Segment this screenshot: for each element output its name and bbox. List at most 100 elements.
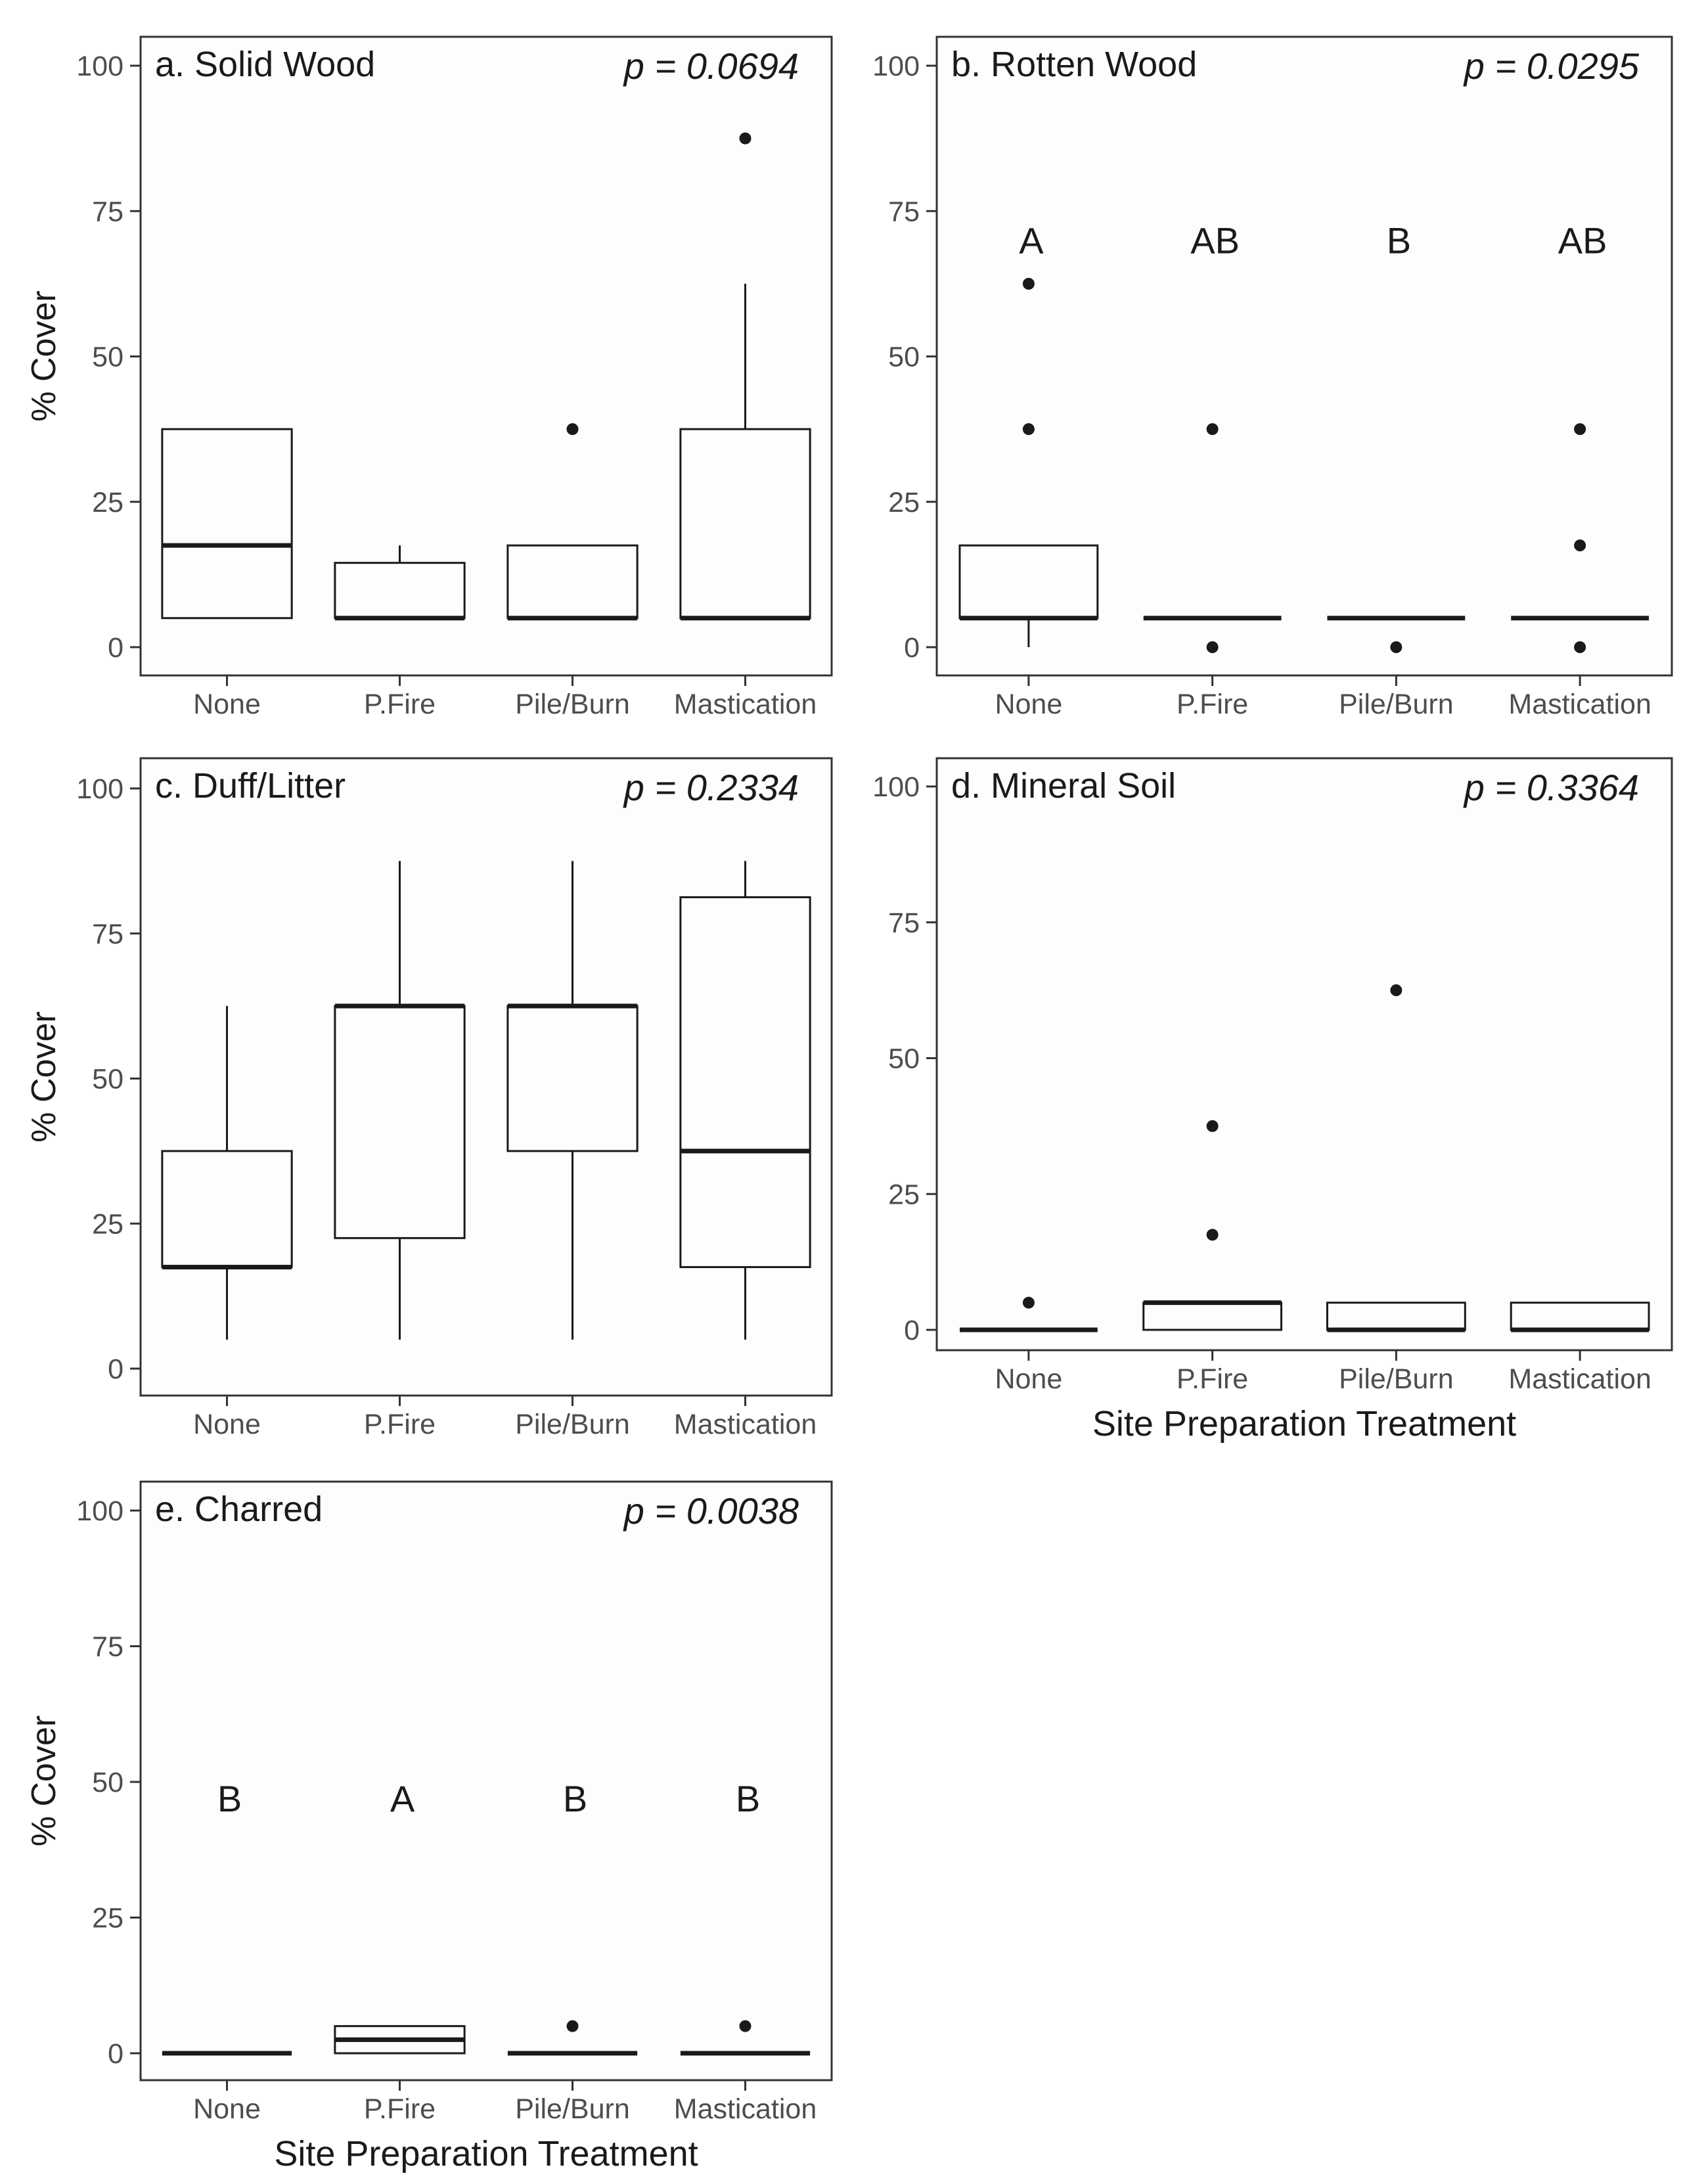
y-tick-label: 50 (92, 1064, 123, 1095)
p-value: p = 0.0694 (623, 45, 799, 87)
y-tick-label: 75 (888, 907, 920, 939)
group-letter: B (736, 1778, 760, 1819)
panel-title: b. Rotten Wood (951, 45, 1197, 84)
box-none (161, 1006, 293, 1340)
y-tick-label: 75 (92, 1631, 123, 1663)
x-tick-label: Pile/Burn (1339, 1363, 1453, 1395)
x-tick-label: P.Fire (1177, 1363, 1248, 1395)
p-value: p = 0.0295 (1463, 45, 1640, 87)
outlier-point (1206, 423, 1219, 436)
panel-border (935, 35, 1673, 677)
p-value-number: = 0.2334 (654, 767, 799, 808)
y-tick-label: 100 (872, 51, 920, 82)
x-tick-label: Pile/Burn (515, 2093, 629, 2125)
y-tick-label: 100 (76, 773, 123, 805)
y-tick-label: 50 (92, 1767, 123, 1798)
outlier-point (1206, 1120, 1219, 1132)
y-tick-label: 25 (888, 1179, 920, 1210)
y-tick-label: 50 (888, 1043, 920, 1075)
p-value: p = 0.2334 (623, 767, 799, 808)
y-axis-title: % Cover (25, 1716, 63, 1846)
y-tick-label: 100 (76, 51, 123, 82)
p-symbol: p (623, 767, 655, 808)
box-mastication (1511, 423, 1650, 653)
y-axis-title: % Cover (25, 1011, 63, 1142)
p-symbol: p (1463, 767, 1495, 808)
panel-title: a. Solid Wood (155, 45, 375, 84)
x-tick-label: Mastication (1508, 689, 1651, 720)
y-tick-label: 0 (108, 632, 123, 664)
y-tick-label: 0 (108, 1354, 123, 1385)
group-letter: A (390, 1778, 415, 1819)
panel-title: e. Charred (155, 1490, 323, 1529)
y-axis-title: % Cover (25, 290, 63, 421)
x-tick-label: P.Fire (1177, 689, 1248, 720)
x-axis-title: Site Preparation Treatment (1092, 1404, 1516, 1444)
x-tick-label: None (995, 689, 1062, 720)
x-tick-label: Mastication (1508, 1363, 1651, 1395)
x-tick-label: None (193, 1409, 261, 1440)
panel-border (139, 1480, 833, 2082)
panel-border (139, 757, 833, 1397)
outlier-point (739, 132, 752, 145)
y-tick-label: 75 (888, 196, 920, 227)
y-tick-label: 100 (872, 771, 920, 803)
y-tick-label: 50 (92, 342, 123, 373)
y-tick-label: 75 (92, 196, 123, 227)
x-tick-label: P.Fire (364, 2093, 436, 2125)
x-tick-label: None (995, 1363, 1062, 1395)
box-p-fire (334, 2025, 466, 2055)
y-tick-label: 25 (92, 487, 123, 518)
y-tick-label: 25 (888, 487, 920, 518)
panel-e: 0 25 50 75 100 None P.Fire Pile/Burn Mastication… (25, 1480, 833, 2173)
p-value: p = 0.3364 (1463, 767, 1639, 808)
box-mastication (1510, 1302, 1650, 1332)
x-tick-label: None (193, 689, 261, 720)
box-p-fire (1143, 423, 1282, 653)
panel-b: 0 25 50 75 100 None P.Fire Pile/Burn Mastication… (872, 35, 1673, 720)
outlier-point (1574, 423, 1586, 436)
p-symbol: p (1463, 45, 1495, 87)
y-tick-label: 0 (904, 1315, 920, 1346)
group-letter: AB (1558, 220, 1607, 262)
outlier-point (1390, 984, 1403, 997)
y-tick-label: 100 (76, 1495, 123, 1527)
group-letter: A (1019, 220, 1044, 262)
x-tick-label: Mastication (674, 689, 817, 720)
outlier-point (1022, 1296, 1035, 1309)
group-letter: B (1387, 220, 1411, 262)
x-axis-title: Site Preparation Treatment (274, 2134, 698, 2173)
y-tick-label: 0 (904, 632, 920, 664)
panel-c: 0 25 50 75 100 None P.Fire Pile/Burn Mastication… (25, 757, 833, 1440)
box-pile-burn (1327, 616, 1466, 653)
box-pile-burn (1326, 984, 1466, 1332)
box-mastication (679, 132, 811, 621)
x-tick-label: Pile/Burn (515, 689, 629, 720)
outlier-point (1574, 641, 1586, 653)
p-value-number: = 0.3364 (1494, 767, 1639, 808)
outlier-point (1574, 539, 1586, 552)
box-none (161, 428, 293, 620)
box-mastication (680, 2020, 811, 2056)
outlier-point (1206, 641, 1219, 653)
x-tick-label: Mastication (674, 1409, 817, 1440)
panel-title: c. Duff/Litter (155, 766, 346, 806)
outlier-point (739, 2020, 752, 2032)
outlier-point (1022, 423, 1035, 436)
x-tick-label: None (193, 2093, 261, 2125)
p-value-number: = 0.0694 (654, 45, 799, 87)
box-pile-burn (507, 2020, 638, 2056)
outlier-point (566, 2020, 579, 2032)
outlier-point (1390, 641, 1403, 653)
box-pile-burn (506, 423, 639, 621)
x-tick-label: P.Fire (364, 689, 436, 720)
outlier-point (1206, 1229, 1219, 1241)
box-body (161, 428, 293, 620)
y-tick-label: 50 (888, 342, 920, 373)
panel-a: 0 25 50 75 100 None P.Fire Pile/Burn Mastication… (25, 35, 833, 720)
p-symbol: p (623, 1490, 655, 1532)
panel-d: 0 25 50 75 100 None P.Fire Pile/Burn Mastication… (872, 757, 1673, 1444)
box-p-fire (334, 861, 466, 1340)
box-mastication (679, 861, 811, 1340)
